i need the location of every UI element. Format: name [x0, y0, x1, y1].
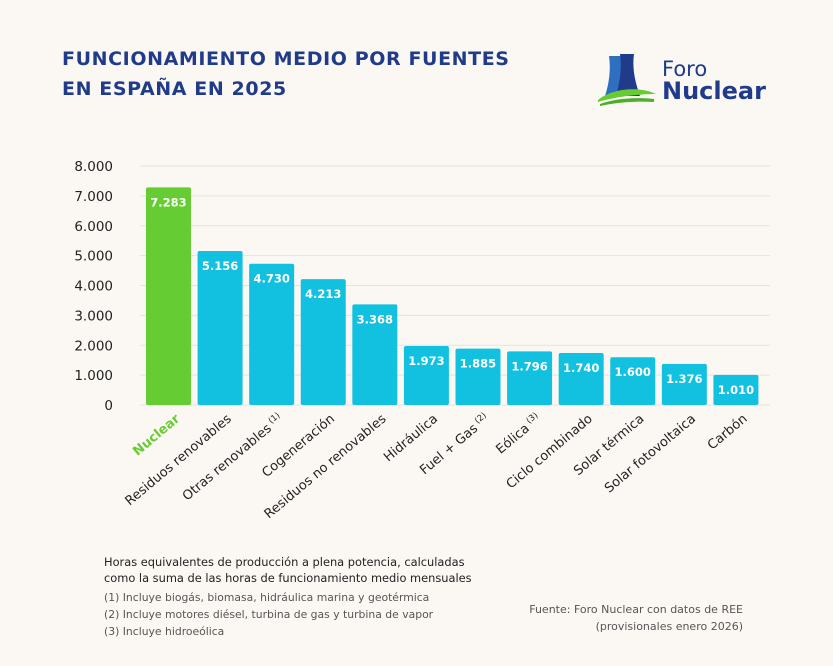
value-label: 3.368 — [357, 312, 393, 326]
y-tick-label: 1.000 — [74, 368, 113, 384]
chart-notes: Horas equivalentes de producción a plena… — [104, 554, 472, 640]
foro-nuclear-logo: Foro Nuclear — [596, 52, 771, 108]
value-label: 5.156 — [202, 259, 238, 273]
value-label: 1.796 — [511, 359, 547, 373]
value-label: 4.730 — [253, 272, 289, 286]
bar-12 — [713, 374, 759, 405]
value-labels: 7.283 5.156 4.730 4.213 3.368 1.973 1.885 1.796… — [150, 195, 754, 396]
x-tick-label: Ciclo combinado — [504, 412, 596, 493]
x-tick-label: Solar fotovoltaica — [602, 412, 699, 497]
bar-8 — [507, 351, 553, 405]
bar-11 — [661, 363, 707, 405]
value-label: 1.376 — [666, 372, 702, 386]
value-label: 1.973 — [408, 354, 444, 368]
source-note: Fuente: Foro Nuclear con datos de REE (p… — [529, 601, 743, 635]
bar-1 — [146, 187, 191, 405]
value-label: 1.600 — [615, 365, 651, 379]
source-line1: Fuente: Foro Nuclear con datos de REE — [529, 603, 743, 616]
footnote-2: (2) Incluye motores diésel, turbina de g… — [104, 608, 434, 621]
footnotes: (1) Incluye biogás, biomasa, hidráulica … — [104, 589, 472, 640]
bar-4 — [300, 279, 346, 405]
logo-line2: Nuclear — [662, 77, 766, 105]
bar-2 — [197, 250, 243, 405]
y-tick-label: 0 — [104, 398, 113, 414]
x-tick-label: Eólica(3) — [493, 411, 544, 458]
value-label: 7.283 — [150, 195, 186, 209]
y-tick-label: 2.000 — [74, 338, 113, 354]
chart-title: FUNCIONAMIENTO MEDIO POR FUENTES EN ESPA… — [62, 44, 510, 104]
bar-5 — [352, 304, 398, 405]
y-tick-label: 7.000 — [74, 189, 113, 205]
note-main-line1: Horas equivalentes de producción a plena… — [104, 555, 465, 569]
chart-bars — [146, 187, 759, 405]
y-tick-label: 8.000 — [74, 159, 113, 175]
value-label: 1.885 — [460, 357, 496, 371]
footnote-1: (1) Incluye biogás, biomasa, hidráulica … — [104, 591, 430, 604]
bar-9 — [558, 353, 604, 405]
value-label: 1.010 — [718, 383, 754, 397]
value-label: 4.213 — [305, 287, 341, 301]
x-tick-label: Otras renovables(1) — [179, 411, 286, 504]
bar-7 — [455, 348, 501, 405]
bar-3 — [249, 263, 295, 405]
logo-line1: Foro — [662, 57, 708, 81]
y-tick-label: 5.000 — [74, 249, 113, 265]
value-label: 1.740 — [563, 361, 599, 375]
y-tick-label: 6.000 — [74, 219, 113, 235]
x-tick-label: Carbón — [705, 412, 751, 454]
bar-10 — [610, 357, 656, 405]
cooling-tower-icon — [598, 54, 656, 106]
footnote-3: (3) Incluye hidroeólica — [104, 625, 225, 638]
source-line2: (provisionales enero 2026) — [595, 620, 743, 633]
bar-6 — [403, 346, 449, 405]
y-tick-label: 3.000 — [74, 308, 113, 324]
y-tick-label: 4.000 — [74, 279, 113, 295]
chart-title-line1: FUNCIONAMIENTO MEDIO POR FUENTES — [62, 48, 510, 70]
chart-title-line2: EN ESPAÑA EN 2025 — [62, 78, 287, 100]
note-main-line2: como la suma de las horas de funcionamie… — [104, 571, 472, 585]
y-axis-ticks: 0 1.000 2.000 3.000 4.000 5.000 6.000 7.000 8.00… — [74, 159, 113, 414]
